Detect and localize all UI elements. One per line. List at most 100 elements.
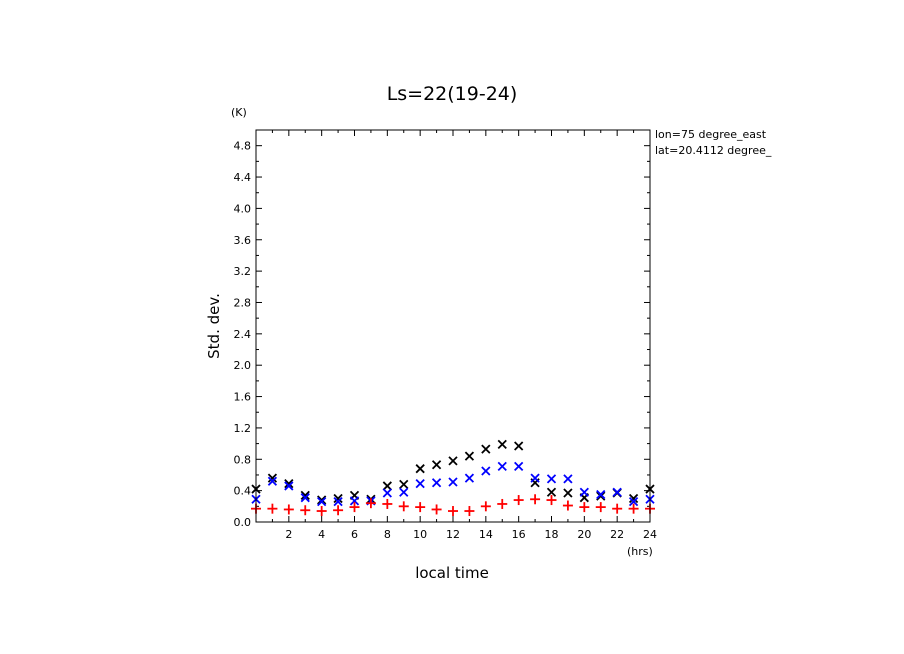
y-tick-label: 4.4 <box>234 171 252 184</box>
x-tick-label: 18 <box>545 528 559 541</box>
y-tick-label: 1.2 <box>234 422 252 435</box>
y-tick-label: 2.4 <box>234 328 252 341</box>
x-axis-ticks: 2 4 6 8 10 12 14 16 18 20 22 24 <box>255 130 657 541</box>
data-point <box>382 498 393 509</box>
data-point <box>448 506 458 517</box>
y-tick-label: 2.0 <box>234 359 252 372</box>
data-point <box>267 476 278 486</box>
data-point <box>300 505 311 516</box>
data-point <box>333 505 344 516</box>
y-tick-label: 4.8 <box>234 140 252 153</box>
data-point <box>481 466 491 476</box>
data-point <box>579 487 589 497</box>
x-tick-label: 4 <box>318 528 325 541</box>
data-point <box>464 473 475 483</box>
y-tick-label: 4.0 <box>234 202 252 215</box>
data-point <box>398 501 409 512</box>
data-point <box>382 481 392 491</box>
y-axis-ticks: 0.0 0.4 0.8 1.2 1.6 2.0 2.4 2.8 3.2 3.6 4.0 4.4 4.8 <box>234 140 650 529</box>
x-unit-label: (hrs) <box>627 545 653 558</box>
data-point <box>365 498 376 509</box>
data-point <box>349 502 360 513</box>
plot-markers <box>251 439 655 517</box>
y-tick-label: 0.8 <box>234 453 252 466</box>
annotation-lat: lat=20.4112 degree_ <box>655 144 772 157</box>
data-point <box>464 506 475 517</box>
data-point <box>530 473 540 483</box>
data-point <box>415 464 425 474</box>
data-point <box>497 461 507 471</box>
x-tick-label: 22 <box>610 528 624 541</box>
x-tick-label: 12 <box>446 528 460 541</box>
data-point <box>333 496 343 507</box>
data-point <box>563 474 573 484</box>
data-point <box>448 456 458 466</box>
data-point <box>284 481 294 491</box>
data-point <box>595 502 606 513</box>
x-tick-label: 10 <box>413 528 427 541</box>
data-point <box>431 478 442 488</box>
y-tick-label: 1.6 <box>234 391 252 404</box>
data-point <box>563 488 573 498</box>
x-axis-label: local time <box>415 564 489 582</box>
y-tick-label: 3.2 <box>234 265 252 278</box>
data-point <box>399 487 409 497</box>
data-point <box>612 503 623 514</box>
data-point <box>628 493 639 504</box>
data-point <box>317 495 327 505</box>
data-point <box>382 488 392 498</box>
data-point <box>448 477 458 487</box>
data-point <box>283 504 294 515</box>
data-point <box>415 502 426 513</box>
x-tick-label: 20 <box>577 528 591 541</box>
x-tick-label: 24 <box>643 528 657 541</box>
data-point <box>612 487 622 497</box>
y-unit-label: (K) <box>231 106 247 119</box>
data-point <box>415 478 425 489</box>
data-point <box>497 498 508 509</box>
data-point <box>628 503 639 514</box>
y-tick-label: 0.4 <box>234 485 252 498</box>
data-point <box>300 490 310 500</box>
data-point <box>300 493 310 503</box>
plot-frame <box>255 129 651 523</box>
data-point <box>284 478 294 489</box>
x-tick-label: 8 <box>384 528 391 541</box>
data-point <box>546 495 557 506</box>
chart-title: Ls=22(19-24) <box>387 83 518 105</box>
y-axis-label: Std. dev. <box>205 293 223 359</box>
data-point <box>481 444 491 454</box>
data-point <box>480 501 491 512</box>
data-point <box>530 494 541 505</box>
data-point <box>399 479 409 490</box>
data-point <box>317 496 327 507</box>
data-point <box>579 502 590 513</box>
data-point <box>333 493 343 504</box>
data-point <box>513 495 524 506</box>
data-point <box>596 491 606 501</box>
data-point <box>267 503 278 514</box>
data-point <box>431 460 442 470</box>
data-point <box>497 439 507 450</box>
x-tick-label: 14 <box>479 528 493 541</box>
data-point <box>514 441 524 451</box>
data-point <box>546 487 557 497</box>
data-point <box>546 474 557 484</box>
data-point <box>562 500 573 511</box>
x-tick-label: 2 <box>285 528 292 541</box>
x-tick-label: 16 <box>512 528 526 541</box>
data-point <box>349 496 360 506</box>
annotation-lon: lon=75 degree_east <box>655 128 767 141</box>
data-point <box>596 489 606 500</box>
data-point <box>628 496 639 507</box>
data-point <box>267 473 278 483</box>
data-point <box>464 451 475 461</box>
y-tick-label: 3.6 <box>234 234 252 247</box>
x-tick-label: 6 <box>351 528 358 541</box>
y-tick-label: 0.0 <box>234 516 252 529</box>
y-tick-label: 2.8 <box>234 296 252 309</box>
data-point <box>316 506 327 517</box>
data-point <box>431 504 442 515</box>
data-point <box>514 461 524 471</box>
